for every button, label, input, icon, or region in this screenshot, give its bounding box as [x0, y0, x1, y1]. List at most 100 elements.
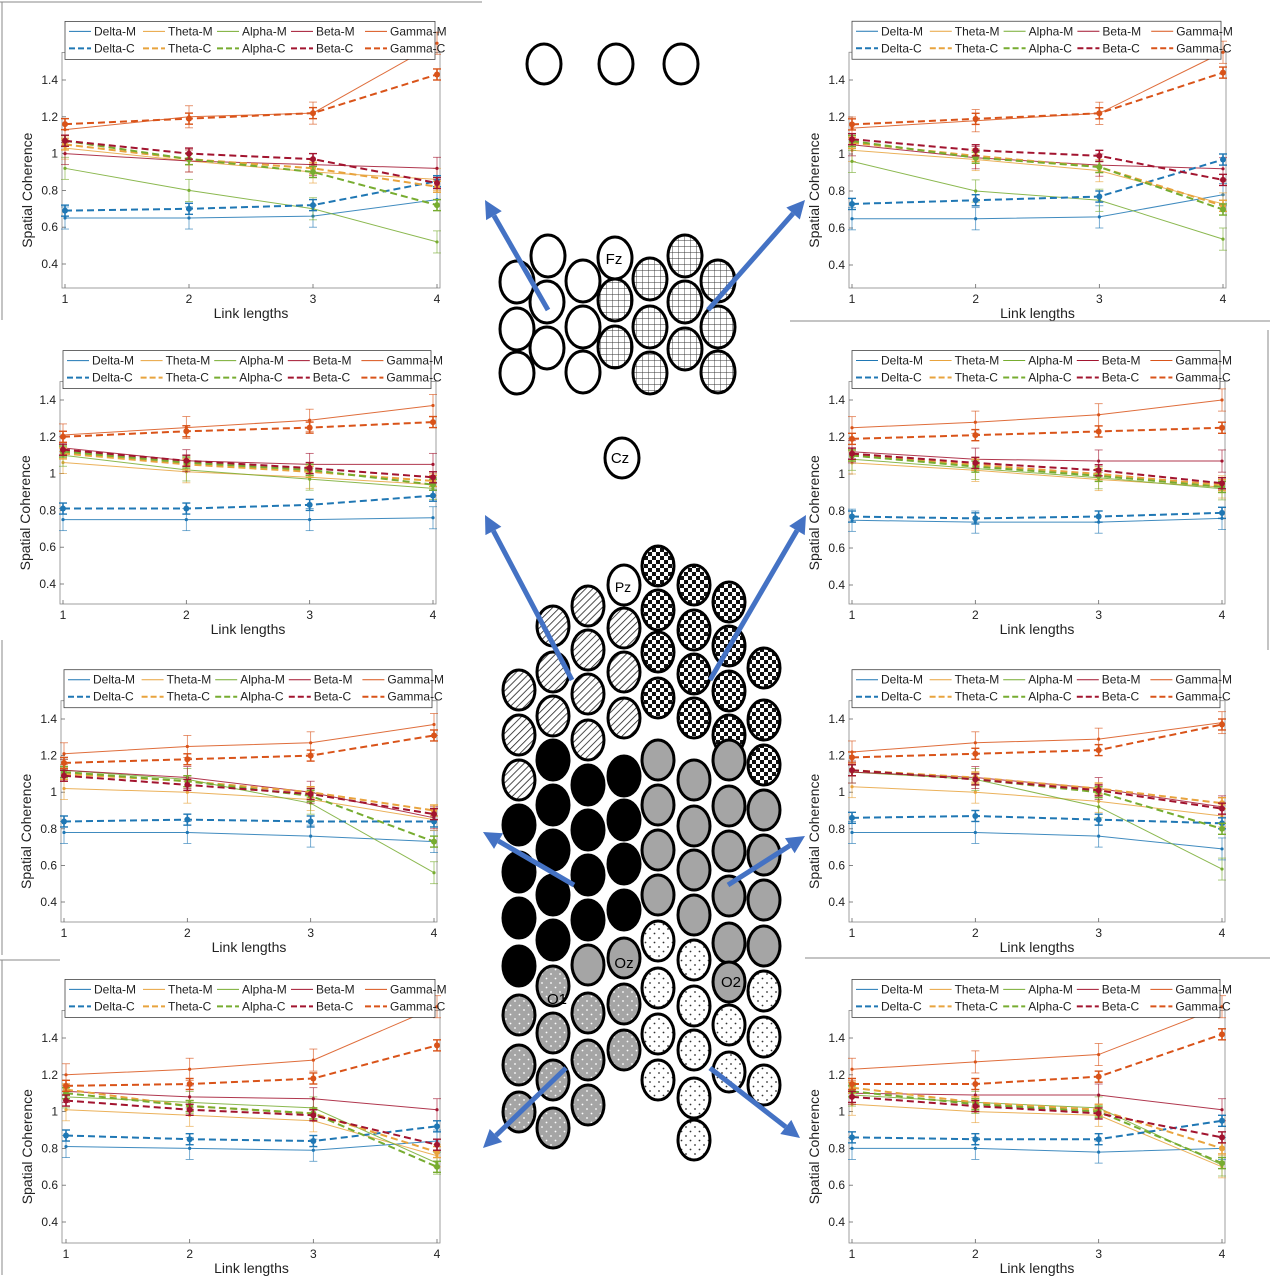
- data-point: [186, 1136, 193, 1143]
- legend-label-beta-c: Beta-C: [316, 999, 354, 1013]
- y-tick-label: 0.4: [41, 257, 58, 271]
- legend-label-alpha-m: Alpha-M: [239, 354, 284, 368]
- legend-label-delta-m: Delta-M: [881, 354, 923, 368]
- data-point: [307, 752, 314, 759]
- data-point: [850, 1067, 854, 1071]
- electrode: [535, 1011, 571, 1055]
- legend-label-beta-m: Beta-M: [1102, 982, 1141, 996]
- series-line-delta-m: [64, 831, 435, 843]
- data-point: [188, 1067, 192, 1071]
- legend-label-delta-m: Delta-M: [92, 354, 134, 368]
- data-point: [432, 871, 436, 875]
- series-line-alpha-c: [851, 140, 1224, 211]
- x-tick-label: 2: [972, 1247, 979, 1261]
- legend-box: [64, 979, 436, 1018]
- series-line-beta-c: [851, 138, 1224, 181]
- data-point: [1220, 176, 1226, 183]
- legend-label-beta-m: Beta-M: [1102, 24, 1141, 38]
- data-point: [431, 838, 437, 845]
- series-line-gamma-m: [851, 51, 1224, 129]
- data-point: [849, 1081, 855, 1087]
- electrode: [606, 982, 642, 1026]
- electrode: [570, 763, 606, 807]
- data-point: [1095, 816, 1102, 823]
- legend-label-alpha-m: Alpha-M: [1029, 24, 1074, 38]
- y-tick-label: 1.2: [828, 110, 845, 124]
- x-tick-label: 2: [972, 926, 979, 940]
- data-point: [972, 1103, 979, 1110]
- data-point: [310, 1138, 317, 1145]
- electrode: [640, 1058, 676, 1102]
- legend-label-delta-c: Delta-C: [94, 41, 135, 55]
- electrode: [676, 1028, 712, 1072]
- electrode: [535, 694, 571, 738]
- data-point: [1096, 193, 1103, 200]
- series-beta-m: [59, 436, 437, 476]
- data-point: [1097, 459, 1101, 463]
- electrode: [606, 650, 642, 694]
- data-point: [1097, 805, 1101, 809]
- legend-label-beta-m: Beta-M: [1102, 673, 1141, 687]
- data-point: [431, 516, 435, 520]
- x-tick-label: 3: [307, 926, 314, 940]
- electrode: [564, 349, 602, 395]
- data-point: [1095, 747, 1102, 754]
- arrow: [707, 515, 806, 682]
- data-point: [850, 1146, 854, 1150]
- series-line-beta-c: [63, 774, 435, 816]
- y-tick-label: 1.2: [41, 1068, 58, 1082]
- arrow-head: [485, 200, 502, 221]
- data-point: [1096, 152, 1103, 159]
- series-line-beta-c: [64, 139, 438, 185]
- data-point: [972, 197, 979, 204]
- data-point: [849, 435, 855, 442]
- series-line-gamma-m: [851, 399, 1223, 429]
- legend-label-beta-c: Beta-C: [316, 41, 354, 55]
- data-point: [308, 518, 312, 522]
- y-tick-label: 0.8: [39, 503, 56, 517]
- legend-label-theta-c: Theta-C: [955, 41, 999, 55]
- series-line-alpha-m: [851, 458, 1223, 490]
- arrow-shaft: [491, 529, 575, 682]
- legend-label-beta-c: Beta-C: [1102, 999, 1140, 1013]
- chart-panel-top-left: 0.4 0.6 0.8 1 1.2 1.4 1 2 3 4 Link lengths Spatial …: [19, 20, 447, 321]
- series-alpha-m: [848, 760, 1226, 881]
- series-theta-c: [60, 767, 438, 817]
- x-tick-label: 1: [60, 608, 67, 622]
- series-beta-m: [61, 142, 441, 180]
- data-point: [1220, 867, 1224, 871]
- electrode-label-o2: O2: [721, 974, 741, 991]
- series-beta-m: [848, 440, 1226, 473]
- series-delta-m: [59, 506, 437, 532]
- electrode: [606, 563, 642, 607]
- series-line-gamma-m: [65, 1006, 438, 1076]
- data-point: [1219, 480, 1225, 487]
- electrode: [640, 783, 676, 827]
- data-point: [849, 754, 855, 761]
- data-point: [972, 115, 979, 122]
- legend-label-delta-c: Delta-C: [92, 371, 133, 385]
- electrode: [570, 718, 606, 762]
- y-axis-label: Spatial Coherence: [806, 1089, 822, 1204]
- arrow: [483, 832, 576, 888]
- legend-label-alpha-c: Alpha-C: [1028, 371, 1072, 385]
- series-gamma-c: [62, 1039, 441, 1093]
- x-axis-label: Link lengths: [1000, 305, 1075, 321]
- legend: Delta-M Theta-M Alpha-M Beta-M Gamma-M Delta-…: [851, 350, 1232, 389]
- data-point: [64, 1073, 68, 1077]
- data-point: [186, 1106, 193, 1113]
- y-tick-label: 0.4: [828, 1215, 845, 1229]
- series-gamma-m: [59, 394, 437, 447]
- data-point: [1220, 206, 1226, 213]
- electrode: [498, 306, 536, 352]
- data-point: [972, 147, 979, 154]
- legend: Delta-M Theta-M Alpha-M Beta-M Gamma-M Delta-…: [851, 669, 1232, 709]
- series-line-delta-c: [851, 511, 1223, 520]
- electrode: [570, 584, 606, 628]
- legend-label-theta-m: Theta-M: [168, 24, 213, 38]
- data-point: [435, 166, 439, 170]
- series-gamma-c: [848, 718, 1226, 764]
- y-tick-label: 1.4: [40, 712, 57, 726]
- electrode: [498, 350, 536, 396]
- series-line-alpha-m: [64, 167, 438, 243]
